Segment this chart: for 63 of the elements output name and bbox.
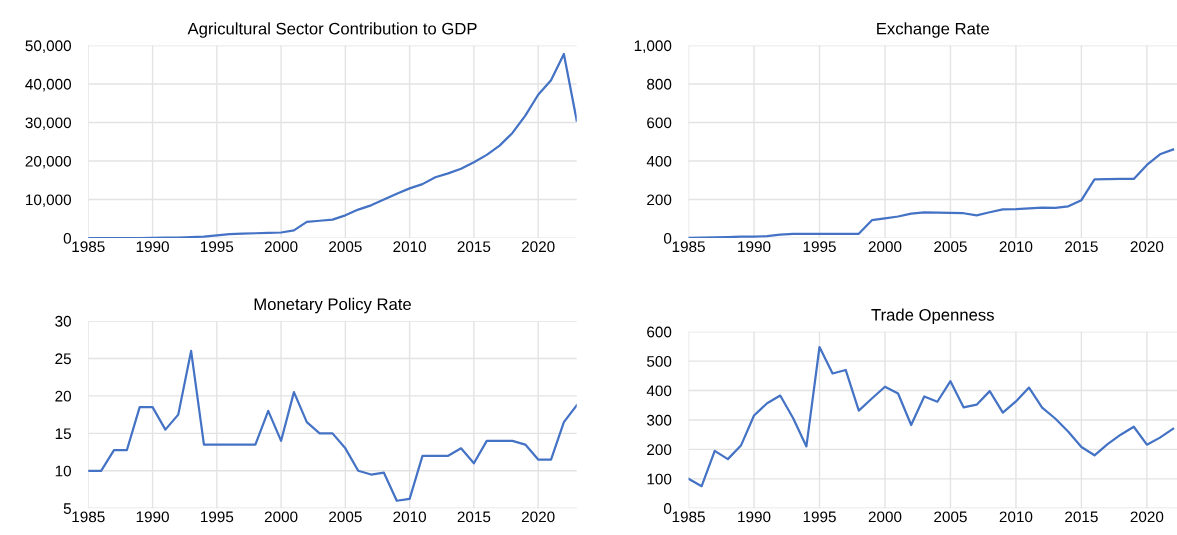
chart-title: Monetary Policy Rate xyxy=(254,297,411,314)
x-tick-label: 1990 xyxy=(136,511,169,523)
y-tick-label: 800 xyxy=(647,78,672,90)
line-series xyxy=(88,349,577,502)
x-tick-label: 2005 xyxy=(329,241,362,253)
y-tick-label: 400 xyxy=(646,155,672,167)
x-tick-label: 2015 xyxy=(457,241,491,253)
x-tick-label: 2000 xyxy=(868,511,902,523)
x-tick-label: 2015 xyxy=(457,511,491,523)
x-tick-label: 1995 xyxy=(803,511,836,523)
x-tick-label: 2000 xyxy=(264,511,298,523)
x-tick-label: 2020 xyxy=(521,241,555,253)
y-tick-label: 400 xyxy=(646,385,672,397)
x-tick-label: 2010 xyxy=(999,241,1033,253)
y-tick-label: 5 xyxy=(63,503,71,514)
x-tick-label: 2005 xyxy=(934,241,967,253)
y-tick-label: 20 xyxy=(55,390,72,402)
y-tick-label: 0 xyxy=(663,232,672,244)
y-tick-label: 100 xyxy=(647,473,672,485)
x-tick-label: 1990 xyxy=(738,511,771,523)
x-tick-label: 2000 xyxy=(264,241,298,253)
x-tick-label: 2010 xyxy=(393,511,427,523)
x-tick-label: 2015 xyxy=(1065,241,1098,253)
y-tick-label: 10,000 xyxy=(26,194,72,208)
x-tick-label: 2010 xyxy=(999,511,1033,523)
y-tick-label: 25 xyxy=(55,353,71,365)
y-tick-label: 20,000 xyxy=(25,155,72,169)
x-tick-label: 2010 xyxy=(393,241,427,253)
y-tick-label: 30,000 xyxy=(25,117,72,131)
y-tick-label: 600 xyxy=(647,326,672,338)
x-tick-label: 2020 xyxy=(521,511,555,523)
y-tick-label: 200 xyxy=(647,194,672,206)
x-tick-label: 1990 xyxy=(136,241,169,253)
x-tick-label: 1990 xyxy=(738,241,771,253)
x-tick-label: 1985 xyxy=(672,511,705,523)
y-tick-label: 40,000 xyxy=(25,78,72,92)
y-tick-label: 300 xyxy=(646,414,672,426)
x-tick-label: 2005 xyxy=(934,511,967,523)
x-tick-label: 1995 xyxy=(803,241,836,253)
line-series xyxy=(688,345,1175,488)
y-tick-label: 10 xyxy=(55,465,72,477)
chart-title: Agricultural Sector Contribution to GDP xyxy=(187,22,477,38)
y-tick-label: 50,000 xyxy=(25,40,72,53)
y-tick-label: 200 xyxy=(647,444,672,456)
x-tick-label: 2020 xyxy=(1130,511,1164,523)
x-tick-label: 2020 xyxy=(1130,241,1164,253)
y-tick-label: 30 xyxy=(55,315,72,327)
y-tick-label: 15 xyxy=(55,428,71,440)
y-tick-label: 0 xyxy=(663,503,672,514)
x-tick-label: 2005 xyxy=(329,511,362,523)
x-tick-label: 1995 xyxy=(200,511,234,523)
y-tick-label: 600 xyxy=(647,117,672,129)
chart-title: Exchange Rate xyxy=(877,22,990,38)
x-tick-label: 1985 xyxy=(72,241,105,253)
y-tick-label: 0 xyxy=(63,232,72,244)
y-tick-label: 1,000 xyxy=(634,40,672,53)
x-tick-label: 1995 xyxy=(200,241,234,253)
x-tick-label: 2015 xyxy=(1065,511,1098,523)
x-tick-label: 2000 xyxy=(868,241,902,253)
chart-title: Trade Openness xyxy=(871,308,994,325)
y-tick-label: 500 xyxy=(647,355,672,367)
x-tick-label: 1985 xyxy=(672,241,705,253)
x-tick-label: 1985 xyxy=(72,511,105,523)
